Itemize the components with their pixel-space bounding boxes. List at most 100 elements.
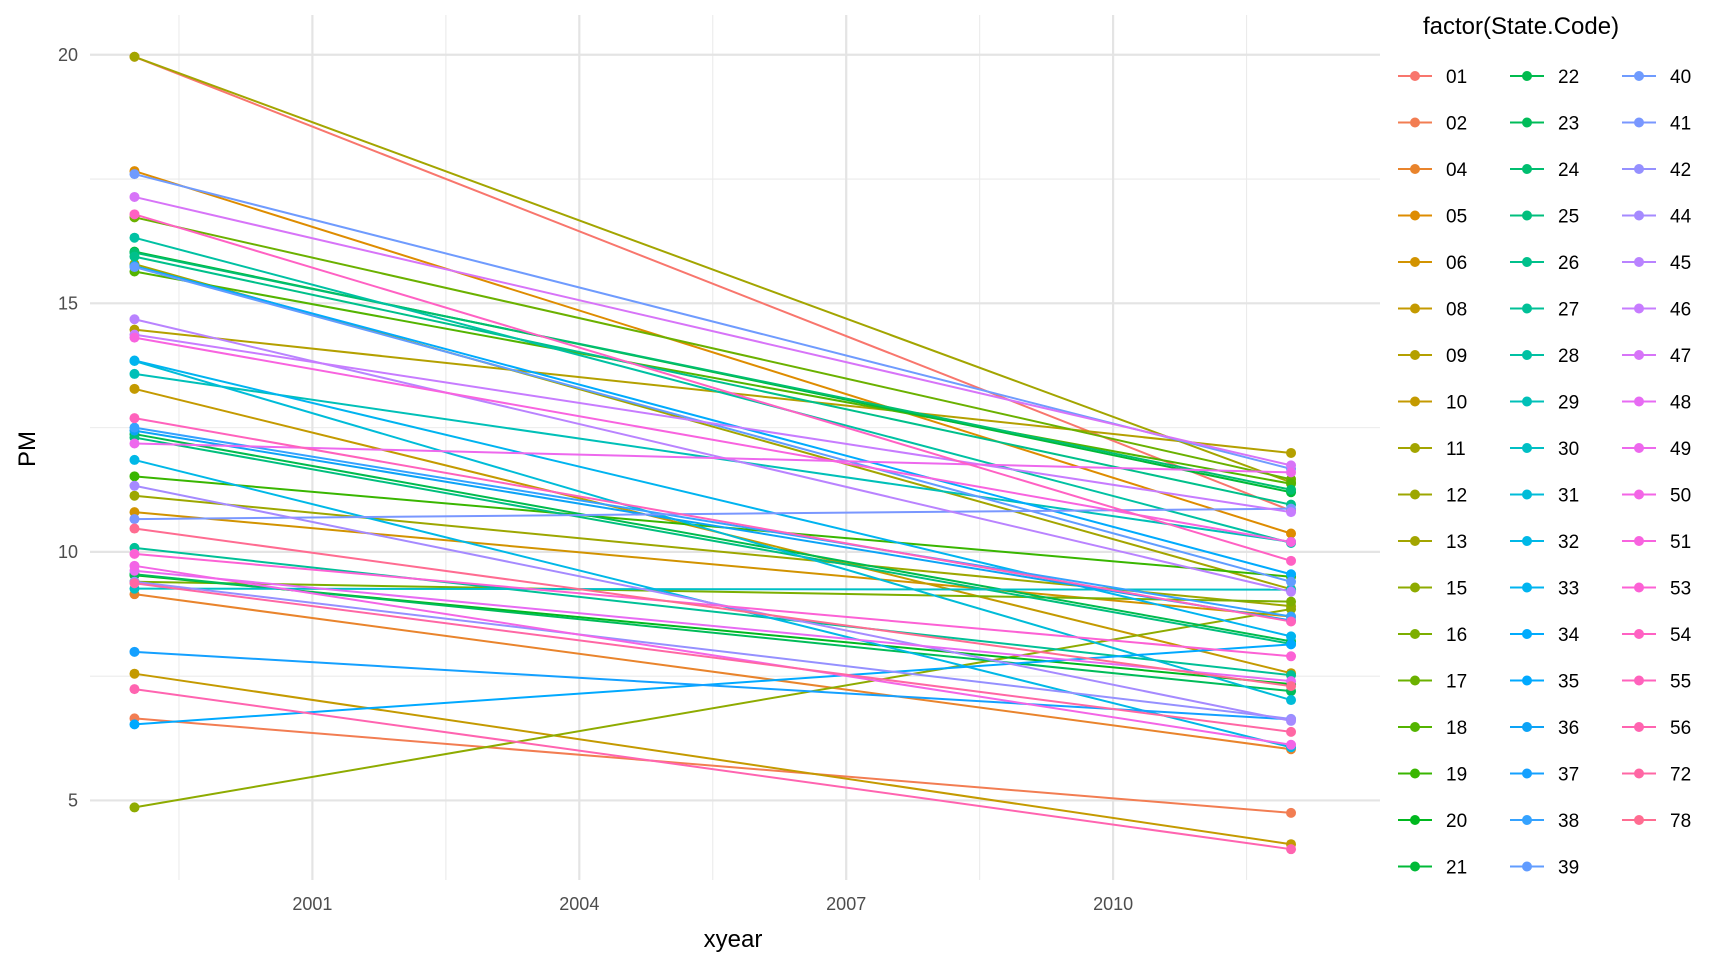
legend-label: 36 xyxy=(1558,718,1579,739)
series-line-72 xyxy=(134,582,1292,733)
legend-item-12: 12 xyxy=(1398,486,1467,507)
legend-item-25: 25 xyxy=(1510,207,1579,228)
series-line-05 xyxy=(134,170,1292,535)
legend-item-34: 34 xyxy=(1510,625,1580,646)
legend-item-29: 29 xyxy=(1510,393,1579,414)
legend-key-point xyxy=(1634,257,1644,267)
legend-item-33: 33 xyxy=(1510,579,1579,600)
legend-item-08: 08 xyxy=(1398,300,1467,321)
legend-key-point xyxy=(1522,536,1532,546)
legend-label: 31 xyxy=(1558,486,1579,507)
legend-label: 11 xyxy=(1446,439,1466,460)
x-tick-label: 2004 xyxy=(559,894,599,914)
legend-label: 25 xyxy=(1558,207,1579,228)
data-point-32-1999 xyxy=(129,454,140,465)
legend-key-point xyxy=(1522,117,1532,128)
legend-label: 12 xyxy=(1446,486,1467,507)
legend-label: 13 xyxy=(1446,532,1467,553)
data-point-24-2012 xyxy=(1286,484,1297,495)
legend-label: 26 xyxy=(1558,253,1579,274)
legend-label: 24 xyxy=(1558,160,1580,181)
legend-label: 42 xyxy=(1670,160,1691,181)
legend-item-46: 46 xyxy=(1622,300,1691,321)
series-line-18 xyxy=(134,270,1292,485)
legend-key-point xyxy=(1410,350,1420,360)
data-point-55-1999 xyxy=(129,413,140,424)
series-line-53 xyxy=(134,552,1292,658)
legend-item-21: 21 xyxy=(1398,858,1467,879)
legend-key-point xyxy=(1410,117,1420,128)
legend-key-point xyxy=(1522,629,1532,639)
legend-label: 34 xyxy=(1558,625,1580,646)
data-point-15-1999 xyxy=(129,802,140,813)
legend-item-40: 40 xyxy=(1622,67,1691,88)
legend-item-05: 05 xyxy=(1398,207,1467,228)
legend-label: 55 xyxy=(1670,672,1691,693)
series-line-51 xyxy=(134,336,1292,543)
legend-label: 09 xyxy=(1446,346,1467,367)
data-point-13-1999 xyxy=(129,51,140,62)
data-point-29-1999 xyxy=(129,368,140,379)
legend-label: 32 xyxy=(1558,532,1579,553)
y-tick-label: 10 xyxy=(58,542,78,562)
data-point-45-2012 xyxy=(1286,586,1297,597)
legend-item-10: 10 xyxy=(1398,393,1467,414)
legend-key-point xyxy=(1410,815,1420,825)
data-point-38-1999 xyxy=(129,422,140,433)
series-line-36 xyxy=(134,429,1292,622)
series-line-28 xyxy=(134,236,1292,544)
legend-label: 33 xyxy=(1558,579,1579,600)
series-line-50 xyxy=(134,564,1292,746)
series-line-34 xyxy=(134,265,1292,576)
series-line-26 xyxy=(134,255,1292,506)
legend-label: 30 xyxy=(1558,439,1579,460)
series-line-02 xyxy=(134,717,1292,814)
legend-key-point xyxy=(1634,675,1644,686)
legend-key-point xyxy=(1522,443,1532,453)
legend-item-54: 54 xyxy=(1622,625,1692,646)
data-point-50-1999 xyxy=(129,560,140,571)
data-point-33-2012 xyxy=(1286,631,1297,642)
legend-item-28: 28 xyxy=(1510,346,1579,367)
legend-label: 19 xyxy=(1446,765,1467,786)
legend-label: 45 xyxy=(1670,253,1691,274)
data-point-39-2012 xyxy=(1286,576,1297,587)
legend-label: 53 xyxy=(1670,579,1691,600)
legend-item-44: 44 xyxy=(1622,207,1692,228)
legend-key-point xyxy=(1410,675,1420,686)
legend-key-point xyxy=(1522,861,1532,872)
legend-key-point xyxy=(1634,210,1644,221)
legend-key-point xyxy=(1410,210,1420,221)
legend-item-30: 30 xyxy=(1510,439,1579,460)
legend-item-24: 24 xyxy=(1510,160,1580,181)
series-line-37 xyxy=(134,650,1292,721)
legend-key-point xyxy=(1410,582,1420,593)
legend-label: 40 xyxy=(1670,67,1691,88)
legend-key-point xyxy=(1522,582,1532,593)
legend-key-point xyxy=(1522,396,1532,407)
series-line-27 xyxy=(134,546,1292,677)
legend-key-point xyxy=(1634,536,1644,546)
data-point-56-2012 xyxy=(1286,844,1297,855)
legend-key-point xyxy=(1522,722,1532,732)
data-point-35-2012 xyxy=(1286,639,1297,650)
legend-item-02: 02 xyxy=(1398,114,1467,135)
legend-item-23: 23 xyxy=(1510,114,1579,135)
legend-label: 21 xyxy=(1446,858,1467,879)
legend-label: 39 xyxy=(1558,858,1579,879)
legend-label: 08 xyxy=(1446,300,1467,321)
legend-key-point xyxy=(1634,629,1644,639)
data-point-16-2012 xyxy=(1286,596,1297,607)
data-point-49-1999 xyxy=(129,438,140,449)
legend-item-31: 31 xyxy=(1510,486,1579,507)
legend-key-point xyxy=(1522,815,1532,825)
legend-key-point xyxy=(1634,350,1644,360)
data-point-08-1999 xyxy=(129,668,140,679)
legend-item-78: 78 xyxy=(1622,811,1691,832)
legend-label: 23 xyxy=(1558,114,1579,135)
legend-key-point xyxy=(1634,722,1644,732)
legend-key-point xyxy=(1522,768,1532,779)
data-point-54-1999 xyxy=(129,209,140,220)
